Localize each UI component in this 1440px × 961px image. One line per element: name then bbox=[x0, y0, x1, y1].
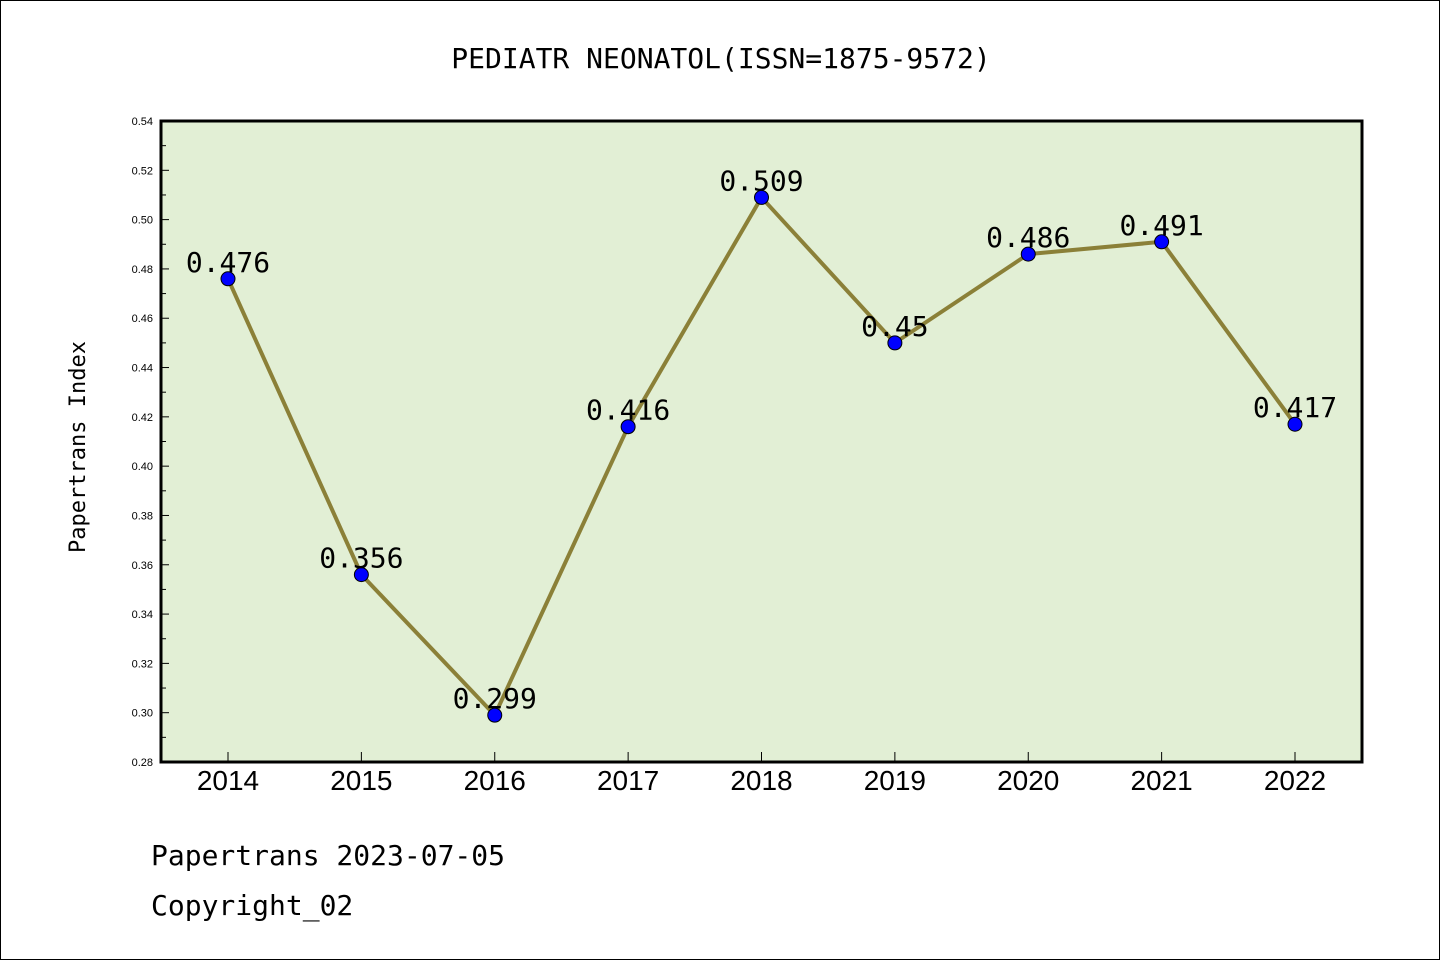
data-label: 0.45 bbox=[861, 310, 928, 343]
y-tick-label: 0.34 bbox=[132, 609, 153, 621]
x-tick-label: 2019 bbox=[864, 765, 926, 796]
data-label: 0.299 bbox=[453, 682, 537, 715]
x-axis: 2014 2015 2016 2017 2018 2019 2020 2021 2022 bbox=[197, 752, 1326, 796]
x-tick-label: 2016 bbox=[464, 765, 526, 796]
data-label: 0.509 bbox=[719, 164, 803, 197]
data-label: 0.356 bbox=[319, 542, 403, 575]
data-point bbox=[1020, 246, 1036, 262]
y-tick-label: 0.38 bbox=[132, 510, 153, 522]
data-label: 0.417 bbox=[1253, 391, 1337, 424]
y-axis: 0.28 0.30 0.32 0.34 0.36 0.38 0.40 0.42 0.44 0.46… bbox=[132, 116, 169, 769]
data-point bbox=[353, 567, 369, 583]
y-axis-label: Papertrans Index bbox=[66, 341, 91, 553]
x-tick-label: 2018 bbox=[730, 765, 792, 796]
y-tick-label: 0.42 bbox=[132, 412, 153, 424]
data-label: 0.416 bbox=[586, 394, 670, 427]
data-point bbox=[1154, 234, 1170, 250]
y-tick-label: 0.32 bbox=[132, 658, 153, 670]
data-label: 0.476 bbox=[186, 246, 270, 279]
x-tick-label: 2021 bbox=[1130, 765, 1192, 796]
y-tick-label: 0.30 bbox=[132, 708, 153, 720]
chart-title: PEDIATR NEONATOL(ISSN=1875-9572) bbox=[451, 42, 990, 75]
y-tick-label: 0.48 bbox=[132, 264, 153, 276]
data-point bbox=[754, 189, 769, 205]
y-tick-label: 0.36 bbox=[132, 560, 153, 572]
y-tick-label: 0.52 bbox=[132, 165, 153, 177]
data-label: 0.486 bbox=[986, 221, 1070, 254]
y-tick-label: 0.54 bbox=[132, 116, 153, 128]
y-tick-label: 0.46 bbox=[132, 313, 153, 325]
data-point bbox=[220, 271, 236, 287]
data-point bbox=[487, 707, 503, 723]
x-tick-label: 2020 bbox=[997, 765, 1059, 796]
data-point bbox=[887, 335, 903, 351]
data-label: 0.491 bbox=[1119, 209, 1203, 242]
x-tick-label: 2015 bbox=[330, 765, 392, 796]
y-tick-label: 0.44 bbox=[132, 363, 153, 375]
plot-area bbox=[159, 119, 1364, 764]
x-tick-label: 2017 bbox=[597, 765, 659, 796]
x-tick-label: 2022 bbox=[1264, 765, 1326, 796]
y-tick-label: 0.50 bbox=[132, 215, 153, 227]
x-tick-label: 2014 bbox=[197, 765, 259, 796]
data-series: 0.476 0.356 0.299 0.416 0.509 0.45 0.486 0.491 0… bbox=[186, 164, 1337, 723]
y-tick-label: 0.28 bbox=[132, 757, 153, 769]
data-point bbox=[620, 419, 636, 435]
y-tick-label: 0.40 bbox=[132, 461, 153, 473]
data-point bbox=[1287, 416, 1303, 432]
footer-copyright: Copyright_02 bbox=[151, 889, 353, 923]
footer-date: Papertrans 2023-07-05 bbox=[151, 839, 505, 872]
